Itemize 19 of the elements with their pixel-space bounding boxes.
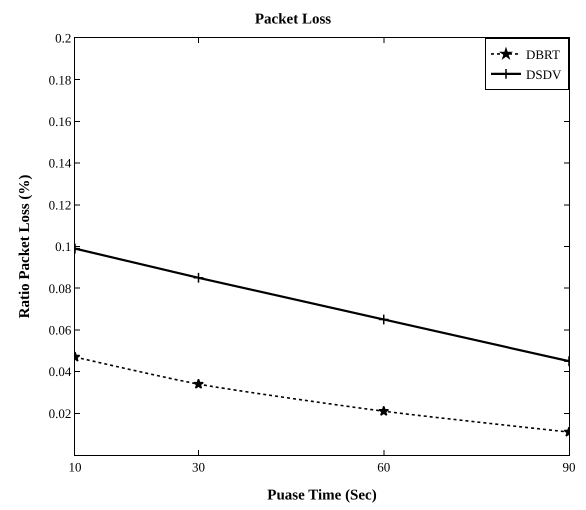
- y-tick-label: 0.12: [48, 197, 72, 212]
- y-tick-label: 0.18: [48, 72, 72, 88]
- y-tick-label: 0.1: [55, 239, 72, 254]
- x-tick-label: 10: [68, 460, 82, 475]
- y-axis-title: Ratio Packet Loss (%): [16, 174, 33, 318]
- y-tick-label: 0.16: [48, 114, 72, 129]
- y-tick-label: 0.2: [55, 30, 72, 46]
- x-tick-label: 60: [377, 460, 390, 475]
- y-tick-label: 0.08: [48, 280, 72, 296]
- legend-label: DSDV: [526, 66, 562, 82]
- y-tick-label: 0.06: [48, 322, 72, 338]
- x-tick-label: 30: [192, 460, 205, 475]
- legend-label: DBRT: [526, 47, 560, 62]
- chart-title: Packet Loss: [254, 11, 332, 28]
- y-tick-label: 0.14: [48, 156, 72, 171]
- x-tick-label: 90: [562, 460, 576, 475]
- y-tick-label: 0.02: [48, 406, 72, 421]
- y-tick-label: 0.04: [48, 364, 72, 380]
- x-axis-title: Puase Time (Sec): [267, 488, 377, 504]
